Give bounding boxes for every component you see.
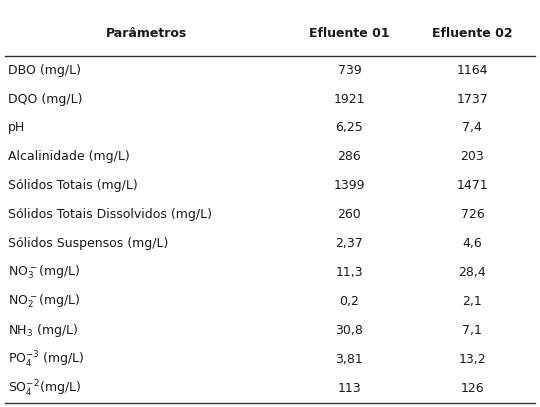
Text: 1164: 1164 (457, 63, 488, 77)
Text: Efluente 01: Efluente 01 (309, 27, 390, 40)
Text: DQO (mg/L): DQO (mg/L) (8, 92, 83, 105)
Text: pH: pH (8, 121, 25, 134)
Text: 11,3: 11,3 (335, 266, 363, 279)
Text: 28,4: 28,4 (458, 266, 487, 279)
Text: 2,37: 2,37 (335, 237, 363, 250)
Text: Alcalinidade (mg/L): Alcalinidade (mg/L) (8, 151, 130, 164)
Text: 7,4: 7,4 (462, 121, 482, 134)
Text: 260: 260 (338, 208, 361, 221)
Text: Parâmetros: Parâmetros (106, 27, 187, 40)
Text: 203: 203 (461, 151, 484, 164)
Text: NO$_3^-$(mg/L): NO$_3^-$(mg/L) (8, 264, 80, 281)
Text: 6,25: 6,25 (335, 121, 363, 134)
Text: 4,6: 4,6 (463, 237, 482, 250)
Text: 1399: 1399 (334, 179, 365, 193)
Text: Sólidos Totais Dissolvidos (mg/L): Sólidos Totais Dissolvidos (mg/L) (8, 208, 212, 221)
Text: 1737: 1737 (456, 92, 488, 105)
Text: 286: 286 (338, 151, 361, 164)
Text: 126: 126 (461, 382, 484, 395)
Text: DBO (mg/L): DBO (mg/L) (8, 63, 81, 77)
Text: PO$_4^{-3}$ (mg/L): PO$_4^{-3}$ (mg/L) (8, 350, 85, 370)
Text: Sólidos Totais (mg/L): Sólidos Totais (mg/L) (8, 179, 138, 193)
Text: 30,8: 30,8 (335, 324, 363, 337)
Text: 726: 726 (461, 208, 484, 221)
Text: 1471: 1471 (457, 179, 488, 193)
Text: 0,2: 0,2 (340, 295, 359, 308)
Text: 113: 113 (338, 382, 361, 395)
Text: NO$_2^-$(mg/L): NO$_2^-$(mg/L) (8, 293, 80, 311)
Text: 3,81: 3,81 (335, 353, 363, 366)
Text: 739: 739 (338, 63, 361, 77)
Text: 13,2: 13,2 (458, 353, 486, 366)
Text: NH$_3$ (mg/L): NH$_3$ (mg/L) (8, 322, 78, 339)
Text: 7,1: 7,1 (462, 324, 482, 337)
Text: SO$_4^{-2}$(mg/L): SO$_4^{-2}$(mg/L) (8, 379, 81, 398)
Text: Sólidos Suspensos (mg/L): Sólidos Suspensos (mg/L) (8, 237, 168, 250)
Text: 2,1: 2,1 (463, 295, 482, 308)
Text: 1921: 1921 (334, 92, 365, 105)
Text: Efluente 02: Efluente 02 (432, 27, 513, 40)
